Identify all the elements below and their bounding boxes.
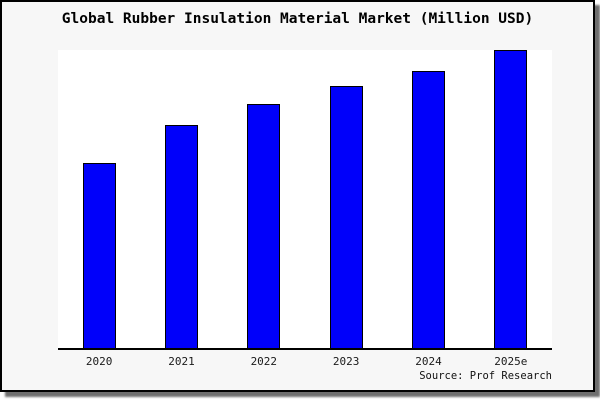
x-tick-2021: 2021 [168,355,195,368]
x-tick-2024: 2024 [415,355,442,368]
chart-title: Global Rubber Insulation Material Market… [61,11,534,27]
x-tick-2025e: 2025e [494,355,528,368]
plot-area [58,50,552,350]
bar-slot-2024 [387,50,469,348]
bar-2024 [411,70,445,348]
chart-card: Global Rubber Insulation Material Market… [0,0,595,392]
x-tick-2020: 2020 [85,355,113,368]
bar-2025e [494,50,528,348]
x-tick-2022: 2022 [250,355,278,368]
bar-slot-2023 [305,50,387,348]
bar-slot-2025e [470,50,552,348]
x-tick-2023: 2023 [332,355,360,368]
bar-2023 [329,85,363,348]
bar-2022 [247,103,281,348]
source-note: Source: Prof Research [419,370,552,382]
bar-slot-2020 [58,50,140,348]
bar-2020 [82,163,116,348]
bar-slot-2022 [223,50,305,348]
x-axis-tick-labels: 2020 2021 2022 2023 2024 2025e [58,355,552,368]
bar-slot-2021 [140,50,222,348]
bar-2021 [164,124,198,348]
